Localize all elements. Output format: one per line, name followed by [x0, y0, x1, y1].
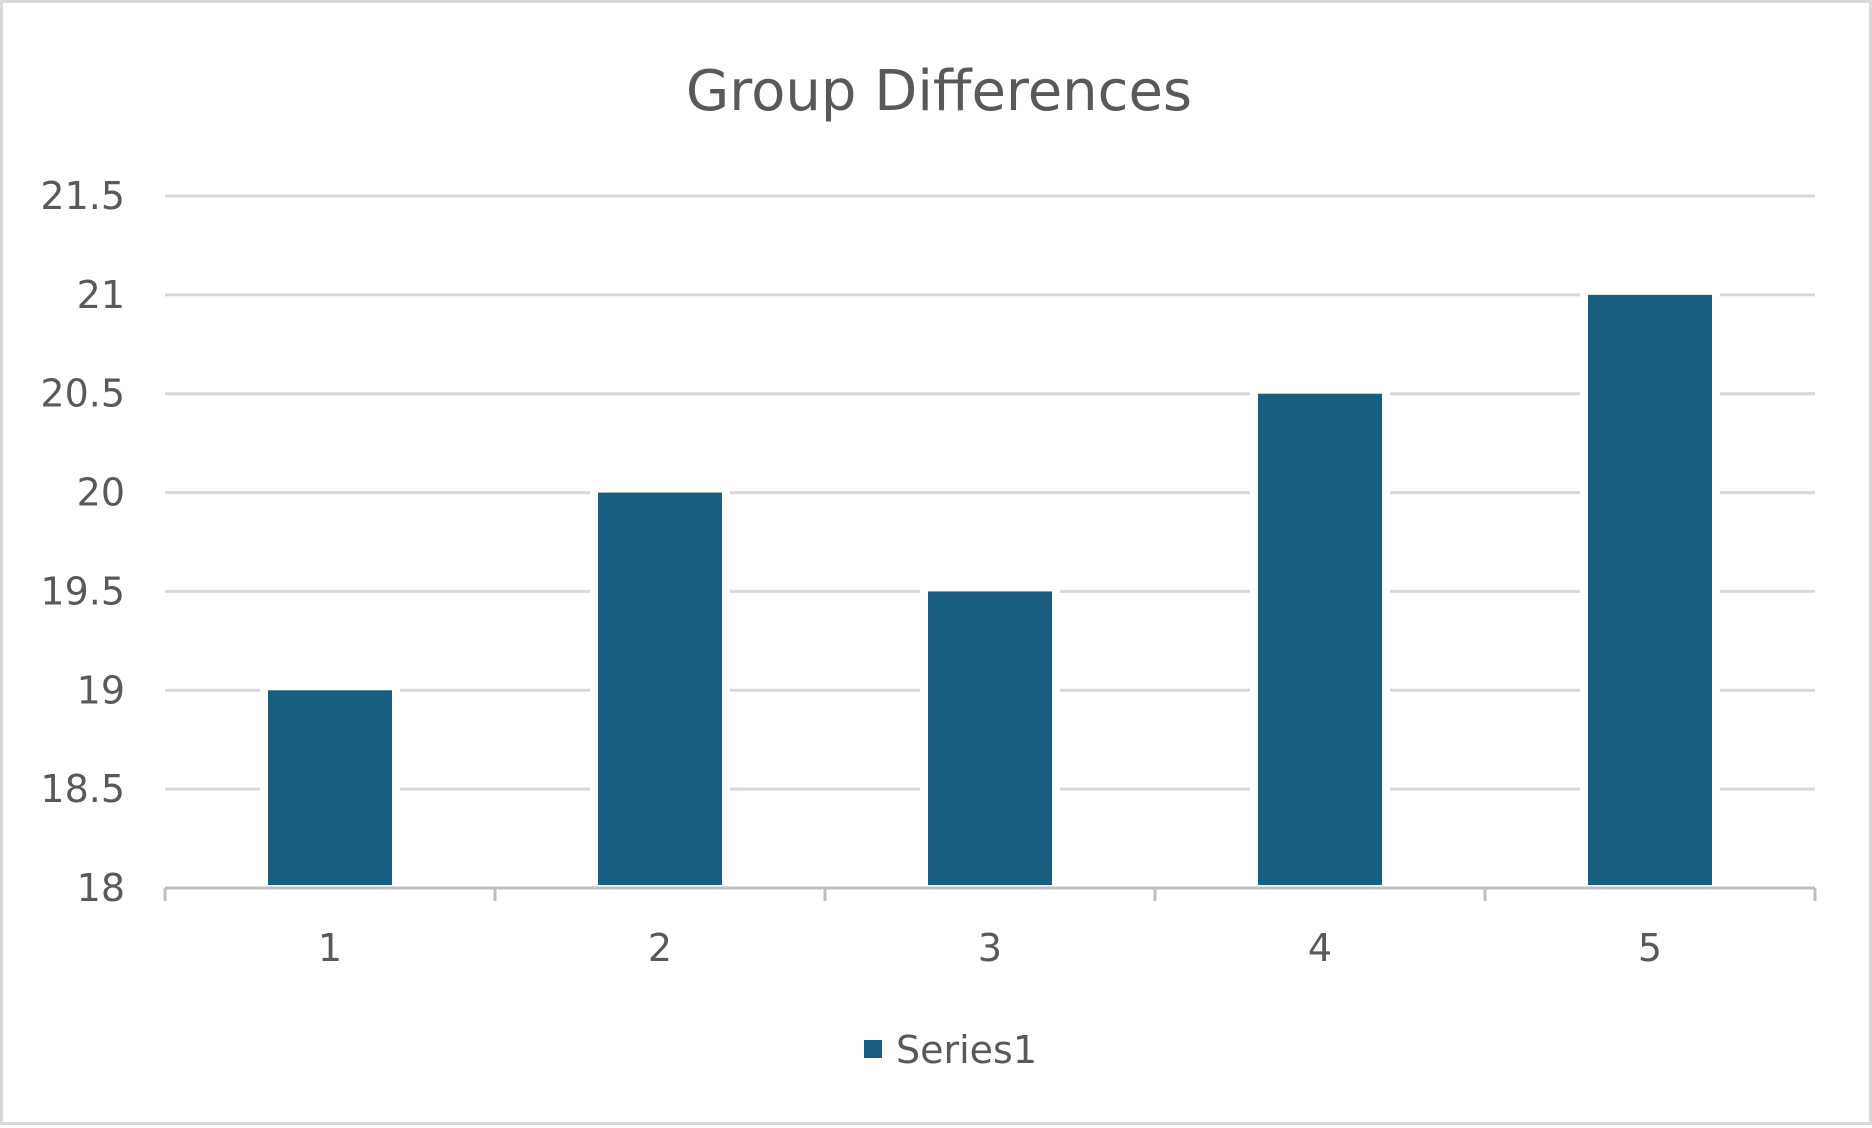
x-tick-label: 5 [1638, 926, 1662, 970]
y-tick-label: 21 [77, 273, 125, 317]
y-tick-label: 18.5 [40, 767, 125, 811]
y-tick-label: 20 [77, 471, 125, 515]
y-tick-label: 21.5 [40, 174, 125, 218]
y-tick-label: 19 [77, 668, 125, 712]
x-tick-label: 4 [1308, 926, 1332, 970]
x-axis-tick-labels: 1 2 3 4 5 [318, 926, 1662, 970]
x-tick-label: 3 [978, 926, 1002, 970]
chart-title: Group Differences [686, 59, 1192, 124]
bar [1258, 394, 1382, 885]
bar [928, 591, 1052, 885]
y-tick-label: 18 [77, 866, 125, 910]
bar-chart: Group Differences 1818.51919.52020.52121… [3, 3, 1872, 1128]
y-tick-label: 19.5 [40, 569, 125, 613]
legend: Series1 [864, 1028, 1037, 1072]
bars [260, 291, 1720, 888]
x-tick-label: 2 [648, 926, 672, 970]
bar [268, 690, 392, 885]
bar [1588, 295, 1712, 885]
legend-swatch [864, 1040, 882, 1058]
y-tick-label: 20.5 [40, 372, 125, 416]
x-axis [165, 888, 1815, 901]
x-tick-label: 1 [318, 926, 342, 970]
legend-label: Series1 [896, 1028, 1037, 1072]
y-axis-tick-labels: 18 18.5 19 19.5 20 20.5 21 21.5 [40, 174, 125, 910]
bar [598, 493, 722, 885]
